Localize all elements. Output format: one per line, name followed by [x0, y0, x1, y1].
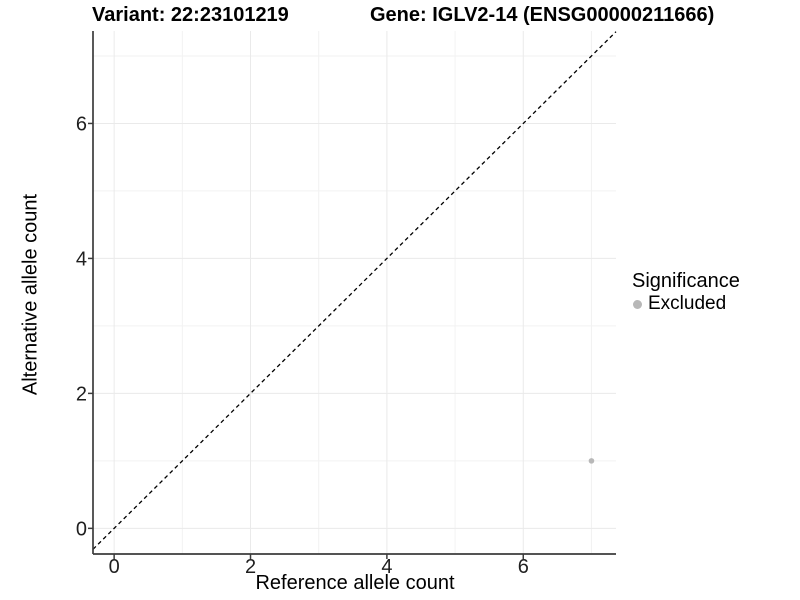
- svg-text:2: 2: [245, 556, 256, 578]
- svg-text:4: 4: [76, 248, 87, 270]
- svg-text:6: 6: [76, 113, 87, 135]
- legend-entry-label: Excluded: [648, 293, 727, 314]
- gene-title: Gene: IGLV2-14 (ENSG00000211666): [370, 4, 715, 26]
- svg-text:6: 6: [518, 556, 529, 578]
- legend-title: Significance: [632, 270, 740, 292]
- identity-line: [92, 31, 617, 550]
- data-point: [588, 458, 595, 464]
- y-tick-labels: 0 2 4 6: [76, 113, 87, 540]
- grid-minor: [93, 31, 616, 554]
- legend-entry-excluded: Excluded: [632, 294, 740, 314]
- y-axis-label: Alternative allele count: [19, 193, 42, 396]
- x-axis-label: Reference allele count: [255, 572, 455, 594]
- legend: Significance Excluded: [632, 270, 740, 314]
- series-excluded: [588, 458, 595, 464]
- svg-text:4: 4: [381, 556, 392, 578]
- svg-text:0: 0: [76, 518, 87, 540]
- x-tick-labels: 0 2 4 6: [109, 556, 529, 578]
- axis-lines: [92, 31, 616, 555]
- grid-major: [93, 31, 616, 554]
- variant-title: Variant: 22:23101219: [92, 4, 289, 26]
- tick-marks: [88, 122, 525, 559]
- svg-text:2: 2: [76, 383, 87, 405]
- svg-text:0: 0: [109, 556, 120, 578]
- legend-point-icon: [633, 299, 642, 309]
